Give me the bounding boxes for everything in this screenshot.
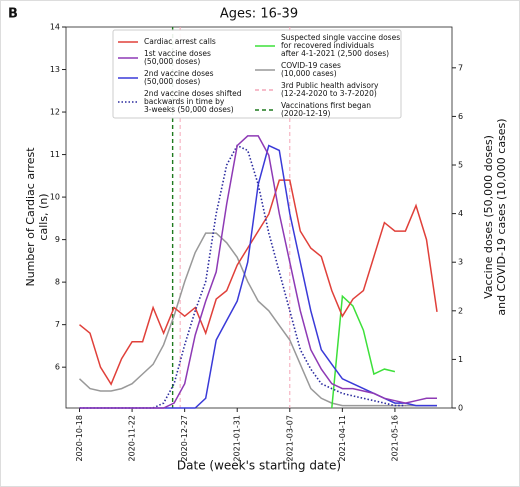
x-tick-label: 2021-03-07 [285,415,294,462]
y-tick-label: 13 [50,65,60,74]
series-line [79,144,406,409]
y-tick-label: 11 [50,150,60,159]
series-line [79,179,438,386]
x-tick-label: 2020-11-22 [128,415,137,462]
legend-box [112,29,402,119]
chart-title: Ages: 16-39 [220,7,298,22]
series-line [79,135,437,409]
legend-label: Suspected single vaccine doses for recove… [281,33,400,58]
y-tick-label: 14 [50,23,60,32]
legend-label: Vaccinations first began (2020-12-19) [281,101,371,118]
y2-axis-label: Vaccine doses (50,000 doses)and COVID-19… [482,118,508,315]
y2-tick-label: 2 [458,306,463,315]
x-axis-label: Date (week's starting date) [177,459,341,473]
series-line [78,232,437,407]
x-tick-label: 2020-10-18 [75,415,84,462]
y-tick-label: 9 [55,235,60,244]
panel-label: B [8,7,18,22]
legend-label: 3rd Public health advisory (12-24-2020 to… [281,81,379,98]
legend-label: 1st vaccine doses (50,000 doses) [144,49,211,66]
series-line [331,294,396,409]
y-tick-label: 7 [55,320,60,329]
legend-label: 2nd vaccine doses (50,000 doses) [144,69,214,86]
plot-frame [65,26,453,409]
y-tick-label: 12 [50,108,60,117]
y-tick-label: 6 [55,363,60,372]
y-axis-label: Number of Cardiac arrestcalls, (n) [24,147,50,287]
legend-label: 2nd vaccine doses shifted backwards in ti… [144,89,242,114]
y2-tick-label: 1 [458,355,463,364]
y2-tick-label: 6 [458,112,463,121]
y-tick-label: 8 [55,278,60,287]
legend-label: Cardiac arrest calls [144,37,216,46]
y2-tick-label: 7 [458,63,463,72]
legend-label: COVID-19 cases (10,000 cases) [281,61,341,78]
y2-tick-label: 3 [458,258,463,267]
x-tick-label: 2021-04-11 [338,415,347,462]
y-tick-label: 10 [50,193,60,202]
x-tick-label: 2020-12-27 [180,415,189,462]
x-tick-label: 2021-01-31 [233,415,242,462]
y2-tick-label: 0 [458,404,463,413]
y2-tick-label: 5 [458,161,463,170]
y2-tick-label: 4 [458,209,463,218]
x-tick-label: 2021-05-16 [390,415,399,462]
